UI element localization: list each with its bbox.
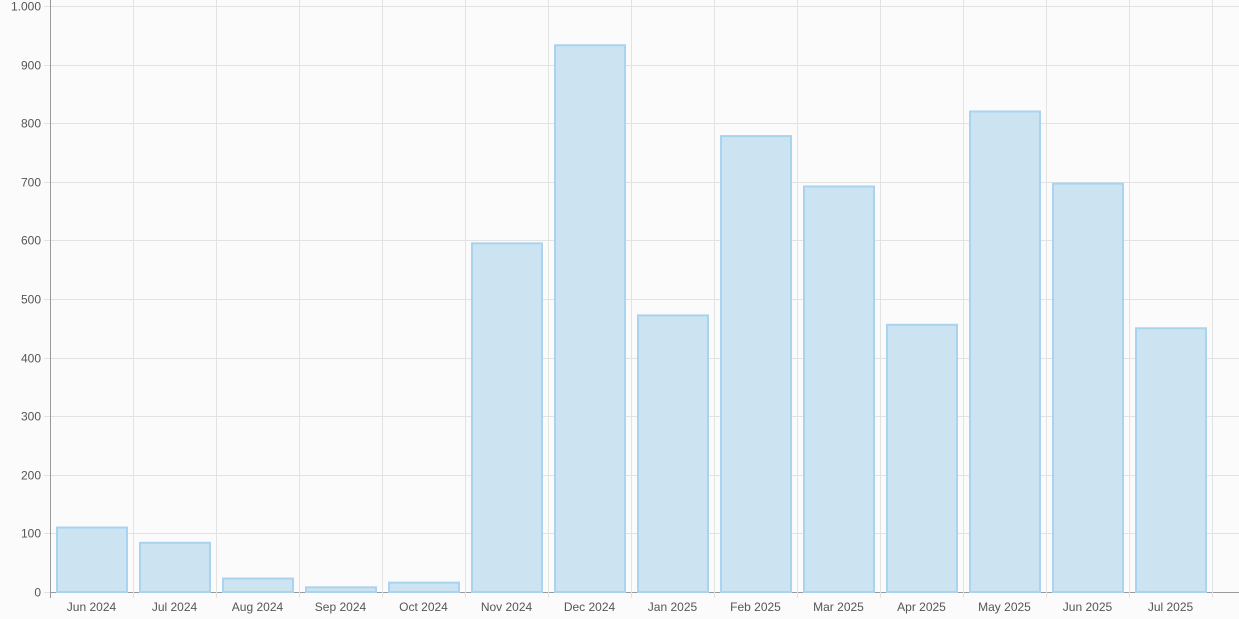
bar-jan-2025 (637, 314, 709, 593)
y-tick-label: 500 (21, 293, 41, 307)
x-tick-label: Jun 2024 (67, 600, 117, 614)
bar-oct-2024 (388, 581, 460, 594)
bar-jun-2024 (56, 526, 128, 593)
x-tick-label: Mar 2025 (813, 600, 864, 614)
y-tick-label: 700 (21, 176, 41, 190)
bar-mar-2025 (803, 185, 875, 593)
y-tick-label: 400 (21, 352, 41, 366)
bar-aug-2024 (222, 577, 294, 593)
x-tick-label: Jan 2025 (648, 600, 698, 614)
bar-apr-2025 (886, 323, 958, 593)
bar-nov-2024 (471, 242, 543, 594)
y-tick-label: 0 (34, 586, 41, 600)
x-tick-label: Oct 2024 (399, 600, 448, 614)
x-tick-label: Aug 2024 (232, 600, 284, 614)
x-tick-label: Jul 2025 (1148, 600, 1194, 614)
bar-feb-2025 (720, 135, 792, 593)
x-tick-label: Jul 2024 (152, 600, 198, 614)
x-tick-label: Dec 2024 (564, 600, 616, 614)
y-tick-label: 900 (21, 59, 41, 73)
y-tick-label: 800 (21, 117, 41, 131)
y-tick-label: 100 (21, 527, 41, 541)
y-tick-label: 600 (21, 234, 41, 248)
y-tick-label: 200 (21, 469, 41, 483)
y-tick-label: 300 (21, 410, 41, 424)
bar-jun-2025 (1052, 182, 1124, 593)
x-tick-label: Nov 2024 (481, 600, 533, 614)
bar-dec-2024 (554, 44, 626, 593)
x-tick-label: Sep 2024 (315, 600, 367, 614)
x-tick-label: Feb 2025 (730, 600, 781, 614)
x-tick-label: May 2025 (978, 600, 1031, 614)
y-tick-label: 1.000 (11, 0, 41, 14)
bar-may-2025 (969, 110, 1041, 593)
bar-jul-2024 (139, 541, 211, 593)
bar-sep-2024 (305, 586, 377, 594)
x-tick-label: Apr 2025 (897, 600, 946, 614)
bar-jul-2025 (1135, 327, 1207, 593)
x-tick-label: Jun 2025 (1063, 600, 1113, 614)
